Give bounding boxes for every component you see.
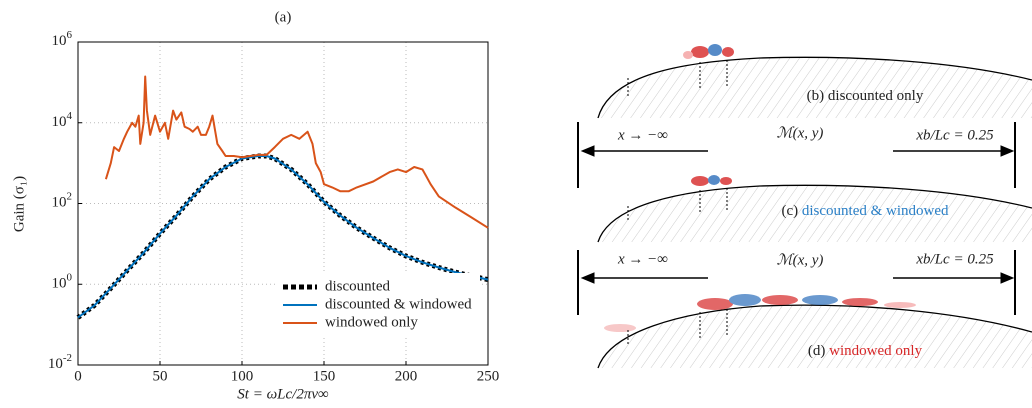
panel-caption: (d) windowed only [808, 343, 923, 359]
legend-label: discounted [325, 278, 390, 294]
panel-c: (c) discounted & windowed [597, 175, 1032, 243]
legend-label: windowed only [325, 314, 418, 330]
y-tick-label: 106 [52, 29, 73, 50]
panel-tag: (c) [781, 203, 798, 219]
panel-tag: (b) [807, 88, 825, 104]
x-axis-label: St = ωLc/2πv∞ [237, 386, 329, 402]
x-tick-label: 100 [231, 368, 254, 384]
series-line [104, 75, 489, 229]
domain-left: x → −∞ [617, 251, 668, 267]
x-tick-label: 150 [313, 368, 336, 384]
panel-b: (b) discounted only [597, 44, 1032, 119]
plot-frame [77, 41, 489, 366]
y-tick-label: 100 [52, 271, 73, 292]
panel-text: discounted only [828, 88, 924, 104]
y-tick-label: 10-2 [48, 352, 72, 373]
domain-right: xb/Lc = 0.25 [915, 127, 994, 143]
y-tick-label: 104 [52, 109, 73, 130]
domain-row [577, 250, 1016, 315]
y-tick-label: 102 [52, 190, 73, 211]
panel-caption: (b) discounted only [807, 88, 924, 104]
panel-text: discounted & windowed [802, 203, 949, 219]
panel-tag: (d) [808, 343, 826, 359]
panel-text: windowed only [829, 343, 922, 359]
domain-left: x → −∞ [617, 127, 668, 143]
domain-row [577, 122, 1016, 188]
legend-label: discounted & windowed [325, 296, 472, 312]
domain-right: xb/Lc = 0.25 [915, 251, 994, 267]
series-line [77, 155, 489, 319]
x-tick-label: 200 [395, 368, 418, 384]
x-tick-label: 50 [153, 368, 168, 384]
panel-caption: (c) discounted & windowed [781, 203, 949, 219]
y-axis-label: Gain (σ₁) [11, 176, 27, 232]
x-tick-label: 0 [74, 368, 82, 384]
x-tick-label: 250 [477, 368, 500, 384]
domain-center: ℳ(x, y) [777, 125, 824, 141]
chart-title: (a) [275, 9, 292, 25]
panel-d: (d) windowed only [597, 294, 1032, 369]
domain-center: ℳ(x, y) [777, 252, 824, 268]
